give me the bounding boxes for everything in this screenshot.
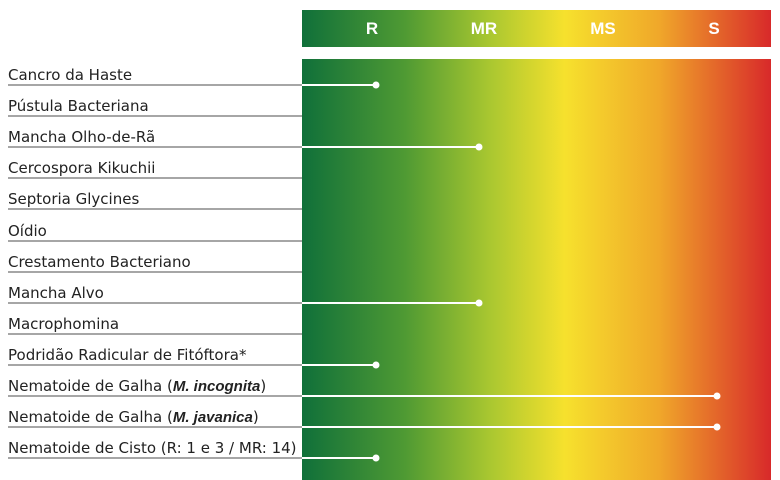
resistance-gradient bbox=[302, 59, 771, 480]
row-label: Oídio bbox=[8, 222, 47, 240]
row-label: Cancro da Haste bbox=[8, 66, 133, 84]
row-label: Podridão Radicular de Fitóftora* bbox=[8, 346, 247, 364]
row-label: Septoria Glycines bbox=[8, 190, 140, 208]
rating-marker bbox=[475, 143, 483, 151]
rating-marker bbox=[372, 81, 380, 89]
scale-label-s: S bbox=[708, 19, 720, 38]
species-name: M. javanica bbox=[172, 409, 253, 426]
row-label: Mancha Alvo bbox=[8, 284, 104, 302]
species-name: M. incognita bbox=[172, 378, 261, 395]
scale-label-ms: MS bbox=[590, 19, 616, 38]
scale-label-r: R bbox=[365, 19, 379, 38]
scale-label-mr: MR bbox=[470, 19, 498, 38]
row-label: Crestamento Bacteriano bbox=[8, 253, 191, 271]
rating-marker bbox=[713, 392, 721, 400]
row-label: Cercospora Kikuchii bbox=[8, 159, 156, 177]
row-label: Macrophomina bbox=[8, 315, 120, 333]
row-label: Pústula Bacteriana bbox=[8, 97, 149, 115]
rating-marker bbox=[475, 299, 483, 307]
rating-marker bbox=[372, 361, 380, 369]
row-label: Nematoide de Cisto (R: 1 e 3 / MR: 14) bbox=[8, 439, 297, 457]
row-label: Mancha Olho-de-Rã bbox=[8, 128, 156, 146]
rating-marker bbox=[713, 423, 721, 431]
scale-header-band bbox=[302, 10, 771, 47]
row-label: Nematoide de Galha (M. incognita) bbox=[8, 377, 267, 395]
row-label: Nematoide de Galha (M. javanica) bbox=[8, 408, 259, 426]
rating-marker bbox=[372, 454, 380, 462]
